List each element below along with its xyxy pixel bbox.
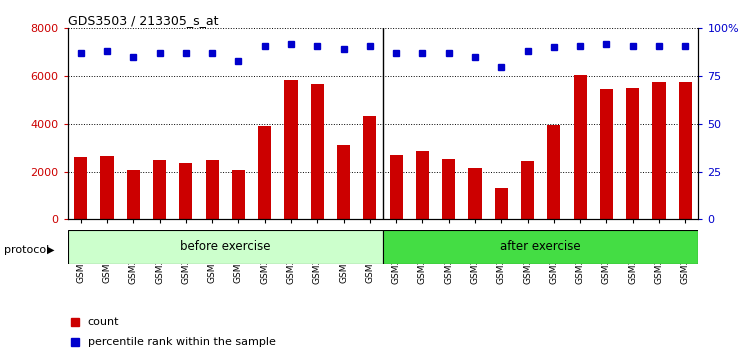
Bar bbox=[285, 80, 297, 219]
Bar bbox=[74, 157, 87, 219]
Bar bbox=[521, 161, 534, 219]
Bar bbox=[416, 152, 429, 219]
FancyBboxPatch shape bbox=[68, 230, 383, 264]
Text: count: count bbox=[88, 318, 119, 327]
Text: before exercise: before exercise bbox=[180, 240, 270, 253]
Text: protocol: protocol bbox=[4, 245, 49, 255]
Text: GDS3503 / 213305_s_at: GDS3503 / 213305_s_at bbox=[68, 14, 218, 27]
Bar bbox=[258, 126, 271, 219]
Bar bbox=[469, 168, 481, 219]
Text: ▶: ▶ bbox=[47, 245, 55, 255]
Bar bbox=[232, 171, 245, 219]
Bar bbox=[311, 85, 324, 219]
Bar bbox=[547, 125, 560, 219]
Bar bbox=[679, 82, 692, 219]
Bar bbox=[495, 188, 508, 219]
Bar bbox=[600, 89, 613, 219]
Bar bbox=[337, 145, 350, 219]
Bar bbox=[442, 159, 455, 219]
Bar bbox=[206, 160, 219, 219]
Bar bbox=[179, 163, 192, 219]
Text: percentile rank within the sample: percentile rank within the sample bbox=[88, 337, 276, 347]
Bar bbox=[653, 82, 665, 219]
Bar bbox=[574, 75, 587, 219]
Bar bbox=[626, 88, 639, 219]
Text: after exercise: after exercise bbox=[500, 240, 581, 253]
Bar bbox=[390, 155, 403, 219]
Bar bbox=[101, 156, 113, 219]
Bar bbox=[127, 171, 140, 219]
Bar bbox=[153, 160, 166, 219]
FancyBboxPatch shape bbox=[383, 230, 698, 264]
Bar bbox=[363, 115, 376, 219]
